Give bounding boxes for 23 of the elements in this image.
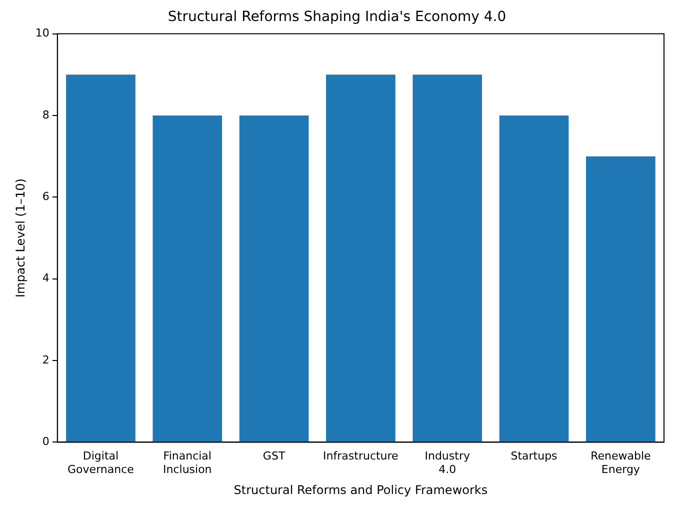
y-axis-title: Impact Level (1–10): [13, 178, 28, 298]
x-tick-label: Industry 4.0: [424, 450, 470, 476]
y-tick-label: 10: [35, 26, 50, 40]
bar: [66, 74, 136, 442]
x-tick-label: Digital Governance: [68, 450, 134, 476]
chart-title: Structural Reforms Shaping India's Economy 4.0: [168, 9, 506, 26]
y-tick-label: 8: [42, 108, 50, 122]
x-tick-label: GST: [262, 450, 286, 463]
bar: [499, 115, 569, 442]
x-axis-title: Structural Reforms and Policy Frameworks: [234, 482, 488, 497]
y-tick-label: 0: [42, 435, 50, 448]
bar: [412, 74, 482, 442]
bar: [152, 115, 222, 442]
x-tick-label: Infrastructure: [323, 450, 399, 463]
bar: [326, 74, 396, 442]
x-tick-label: Financial Inclusion: [162, 450, 212, 476]
bar: [586, 156, 656, 442]
y-tick-label: 6: [42, 190, 50, 204]
x-tick-label: Renewable Energy: [590, 450, 651, 476]
bar: [239, 115, 309, 442]
y-tick-label: 2: [42, 353, 50, 366]
y-tick-label: 4: [42, 272, 50, 285]
x-tick-label: Startups: [510, 450, 558, 463]
